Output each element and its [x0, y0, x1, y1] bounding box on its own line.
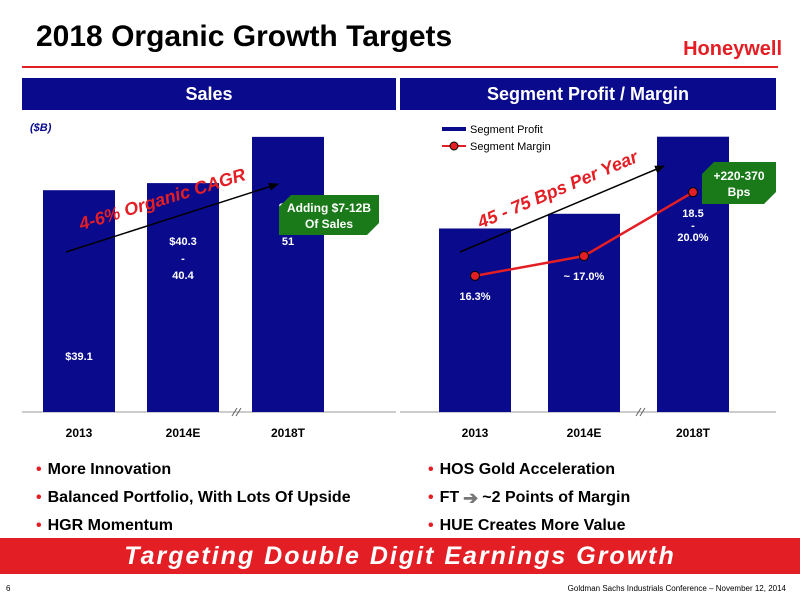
- margin-point: [470, 270, 480, 281]
- axis-break-mark: [639, 407, 646, 417]
- profit-panel-header: Segment Profit / Margin: [400, 78, 776, 110]
- bullet-dot-icon: •: [428, 461, 434, 478]
- right-arrow-icon: ➔: [463, 487, 479, 508]
- sales-panel-header: Sales: [22, 78, 396, 110]
- sales-chart: ($B)$39.12013$40.3-40.42014E$46-512018T4…: [22, 122, 396, 440]
- legend-marker: [449, 141, 459, 151]
- sales-value-label: $39.1: [65, 351, 93, 363]
- sales-callout-text-line: Adding $7-12B: [287, 201, 371, 215]
- x-tick-label: 2018T: [676, 426, 711, 440]
- margin-point: [579, 251, 589, 261]
- sales-value-label-line: $40.3: [169, 236, 197, 248]
- page-number: 6: [6, 584, 11, 593]
- margin-label-line: ~ 17.0%: [564, 271, 605, 283]
- x-tick-label: 2013: [462, 426, 489, 440]
- axis-break-mark: [635, 407, 642, 417]
- bullet-dot-icon: •: [36, 517, 42, 534]
- margin-label: ~ 17.0%: [564, 271, 605, 283]
- bullet-text: HGR Momentum: [47, 517, 173, 534]
- margin-label: 16.3%: [459, 291, 490, 303]
- legend-label: Segment Margin: [470, 141, 551, 153]
- margin-label-line: 20.0%: [677, 232, 708, 244]
- page-title: 2018 Organic Growth Targets: [36, 20, 453, 53]
- sales-callout-text-line: Of Sales: [305, 217, 353, 231]
- margin-label-line: 18.5: [682, 208, 703, 220]
- profit-chart: Segment Profit Segment Margin 2013 2014E 201…: [400, 124, 776, 440]
- bullet-dot-icon: •: [428, 489, 434, 506]
- right-bullets: • HOS Gold Acceleration • FT ➔ ~2 Points of …: [428, 456, 630, 540]
- bullet-item: • FT ➔ ~2 Points of Margin: [428, 484, 630, 512]
- axis-break-mark: [231, 407, 238, 417]
- sales-value-label-line: $39.1: [65, 351, 93, 363]
- honeywell-logo: Honeywell: [683, 38, 782, 60]
- bullet-text: ~2 Points of Margin: [482, 489, 631, 506]
- axis-break-mark: [235, 407, 242, 417]
- earnings-banner: Targeting Double Digit Earnings Growth: [0, 538, 800, 574]
- margin-label-line: 16.3%: [459, 291, 490, 303]
- bullet-dot-icon: •: [36, 461, 42, 478]
- bullet-item: • Balanced Portfolio, With Lots Of Upside: [36, 484, 351, 512]
- sales-bar: [43, 190, 115, 412]
- bullet-text: HOS Gold Acceleration: [439, 461, 616, 478]
- x-tick-label: 2014E: [166, 426, 201, 440]
- unit-label: ($B): [30, 122, 52, 134]
- title-rule: [22, 66, 778, 68]
- profit-callout-text-line: +220-370: [713, 169, 764, 183]
- sales-value-label-line: 51: [282, 236, 294, 248]
- trend-arrow: [65, 182, 279, 253]
- sales-value-label-line: -: [181, 253, 185, 265]
- bullet-item: • HUE Creates More Value: [428, 512, 630, 540]
- sales-value-label: $40.3 - 40.4: [169, 236, 197, 282]
- sales-callout-box: [279, 195, 379, 235]
- legend-label: Segment Profit: [470, 124, 543, 136]
- bullet-text: HUE Creates More Value: [439, 517, 626, 534]
- sales-bar: [252, 136, 324, 412]
- sales-bar: [147, 183, 219, 412]
- profit-bar: [548, 213, 620, 412]
- left-bullets: • More Innovation • Balanced Portfolio, Wi…: [36, 456, 351, 540]
- bullet-dot-icon: •: [36, 489, 42, 506]
- margin-label-line: -: [691, 220, 695, 232]
- bullet-dot-icon: •: [428, 517, 434, 534]
- sales-callout-text: Adding $7-12B Of Sales: [287, 201, 371, 231]
- profit-bar: [439, 228, 511, 412]
- profit-callout-box: [702, 162, 776, 204]
- profit-callout-text-line: Bps: [728, 185, 751, 199]
- charts-canvas: ($B)$39.12013$40.3-40.42014E$46-512018T4…: [22, 122, 776, 440]
- bullet-text: More Innovation: [47, 461, 172, 478]
- x-tick-label: 2014E: [567, 426, 602, 440]
- bullet-text: Balanced Portfolio, With Lots Of Upside: [47, 489, 351, 506]
- x-tick-label: 2013: [66, 426, 93, 440]
- margin-point: [688, 187, 698, 198]
- bullet-item: • HOS Gold Acceleration: [428, 456, 630, 484]
- bullet-item: • More Innovation: [36, 456, 351, 484]
- x-tick-label: 2018T: [271, 426, 306, 440]
- profit-callout-text: +220-370 Bps: [713, 169, 764, 199]
- footer-note: Goldman Sachs Industrials Conference – N…: [567, 584, 786, 593]
- bullet-item: • HGR Momentum: [36, 512, 351, 540]
- bullet-text: FT: [439, 489, 460, 506]
- sales-value-label-line: 40.4: [172, 270, 194, 282]
- trend-arrow: [459, 165, 665, 253]
- margin-label: 18.5 -20.0%: [677, 208, 708, 244]
